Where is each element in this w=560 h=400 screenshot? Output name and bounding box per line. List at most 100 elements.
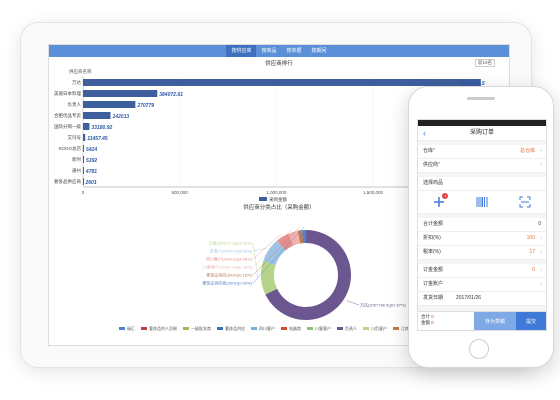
legend-swatch — [393, 327, 399, 330]
slice-label: 江南(365272.3)(12.05%) — [208, 240, 252, 246]
leader-line — [252, 233, 282, 260]
bar-value-label: 5424 — [86, 147, 97, 153]
required-mark: * — [438, 162, 440, 168]
legend-item: 奢侈品供人员制 — [141, 326, 177, 332]
x-tick-label: 0 — [82, 190, 85, 195]
deposit-amount-row[interactable]: 订金金额 0 › — [418, 264, 546, 278]
scan-button[interactable] — [514, 194, 536, 210]
slice-label: 四川客户(142013)(4.68%) — [206, 256, 253, 262]
barcode-button[interactable] — [471, 194, 493, 210]
slice-label: 奢侈品供应商(2601)(0.09%) — [202, 280, 252, 286]
bar — [83, 145, 85, 152]
ship-date-value: 2017/01/26 — [456, 295, 482, 301]
donut-slice — [261, 261, 278, 295]
tax-rate-row[interactable]: 税率(%) 17 › — [418, 246, 546, 260]
legend-swatch — [119, 327, 125, 330]
slice-label: 万达(2057798.5)(67.87%) — [360, 302, 406, 308]
legend-swatch — [141, 327, 147, 330]
category-label: 合肥优品专卖 — [54, 112, 81, 119]
plus-icon — [434, 197, 445, 207]
legend-swatch — [251, 327, 257, 330]
footer-total-label: 合计 — [421, 314, 430, 319]
donut-slice — [302, 230, 306, 244]
phone-screen: ‹ 采购订单 仓库* 总仓库 › 供应商* › 选择商品 1 合计金额 0 折扣(%) 1… — [417, 119, 547, 331]
phone-footer: 合计 0 金额 0 存为草稿 提交 — [418, 311, 546, 330]
bar-value-label: 142013 — [112, 114, 129, 120]
discount-value: 100 — [526, 235, 535, 241]
chevron-right-icon: › — [540, 249, 542, 255]
legend-item: 瑞汇 — [119, 326, 135, 332]
ship-date-row[interactable]: 发货日期 2017/01/26 — [418, 292, 546, 306]
bar-value-label: 5392 — [86, 158, 97, 164]
bar-value-label: 270779 — [136, 103, 154, 109]
deposit-account-row[interactable]: 订金账户 › — [418, 278, 546, 292]
bar — [83, 167, 84, 174]
bar — [83, 90, 158, 97]
category-label: 艾玛号 — [68, 134, 82, 141]
bar — [83, 123, 90, 130]
back-icon[interactable]: ‹ — [423, 128, 426, 138]
discount-label: 折扣(%) — [423, 235, 441, 241]
donut-chart-title: 供应商分类占比（采购金额） — [243, 205, 315, 211]
bar-chart-title: 供应商排行 — [265, 61, 293, 67]
bar — [83, 101, 136, 108]
supplier-row[interactable]: 供应商* › — [418, 159, 546, 173]
legend-item: 奢侈品供应 — [217, 326, 245, 332]
home-button[interactable] — [469, 339, 489, 359]
save-draft-button[interactable]: 存为草稿 — [474, 312, 516, 330]
total-amount-label: 合计金额 — [423, 221, 444, 227]
status-bar — [418, 120, 546, 126]
product-count-badge: 1 — [442, 193, 449, 199]
warehouse-row[interactable]: 仓库* 总仓库 › — [418, 145, 546, 159]
leader-line — [252, 228, 293, 268]
chevron-right-icon: › — [540, 235, 542, 241]
category-label: 美丽日本料理 — [54, 90, 81, 97]
x-tick-label: 500,000 — [172, 190, 189, 195]
slice-label: 川客客户(11457.45)(0.38%) — [203, 264, 253, 270]
legend-swatch — [259, 197, 267, 201]
supplier-label: 供应商 — [423, 162, 439, 168]
tax-rate-label: 税率(%) — [423, 249, 441, 255]
footer-amount-value: 0 — [431, 320, 434, 325]
supplier-donut-chart: 万达(2057798.5)(67.87%) 江南(365272.3)(12.05%… — [202, 226, 406, 320]
discount-row[interactable]: 折扣(%) 100 › — [418, 232, 546, 246]
required-mark: * — [433, 148, 435, 154]
select-products-label: 选择商品 — [418, 177, 546, 191]
category-label: 国际分销一级 — [54, 123, 81, 130]
y-axis-header: 供应商名称 — [69, 69, 92, 74]
legend-item: 川客客户 — [307, 326, 331, 332]
bar-value-label: 2057798.5 — [460, 81, 485, 87]
scan-icon — [519, 196, 531, 208]
legend-item: 电器商 — [281, 326, 301, 332]
phone-speaker — [467, 97, 495, 100]
top-n-select[interactable]: 前10名 — [474, 59, 495, 67]
tab-by-period[interactable]: 按期间 — [311, 48, 327, 54]
total-amount-value: 0 — [538, 221, 541, 227]
donut-legend: 瑞汇 奢侈品供人员制 一级批发商 奢侈品供应 四川客户 电器商 川客客户 负责人 川负客户 江南 — [119, 326, 409, 332]
category-label: 新时 — [72, 156, 81, 163]
bar-value-label: 33180.92 — [91, 125, 112, 131]
tab-by-supplier[interactable]: 按供应商 — [226, 45, 257, 57]
phone-frame: ‹ 采购订单 仓库* 总仓库 › 供应商* › 选择商品 1 合计金额 0 折扣(%) 1… — [408, 86, 554, 368]
phone-title: 采购订单 — [469, 130, 494, 136]
legend-swatch — [281, 327, 287, 330]
tab-by-document[interactable]: 按单据 — [286, 48, 302, 54]
warehouse-value: 总仓库 — [519, 148, 535, 154]
chevron-right-icon: › — [540, 267, 542, 273]
barcode-icon — [476, 197, 488, 207]
legend-label: 采购金额 — [269, 196, 287, 203]
deposit-account-label: 订金账户 — [423, 281, 444, 287]
deposit-amount-value: 0 — [532, 267, 535, 273]
add-product-button[interactable]: 1 — [428, 193, 450, 210]
footer-amount-label: 金额 — [421, 320, 430, 325]
legend-item: 负责人 — [337, 326, 357, 332]
leader-line — [252, 226, 305, 284]
category-label: 奢侈品供应商 — [54, 178, 81, 185]
total-amount-row: 合计金额 0 — [418, 218, 546, 232]
chevron-right-icon: › — [540, 162, 542, 168]
tab-by-product[interactable]: 按商品 — [261, 48, 277, 54]
tax-rate-value: 17 — [529, 249, 535, 255]
legend-item: 一级批发商 — [183, 326, 211, 332]
submit-button[interactable]: 提交 — [516, 312, 546, 330]
footer-total-value: 0 — [431, 314, 434, 319]
